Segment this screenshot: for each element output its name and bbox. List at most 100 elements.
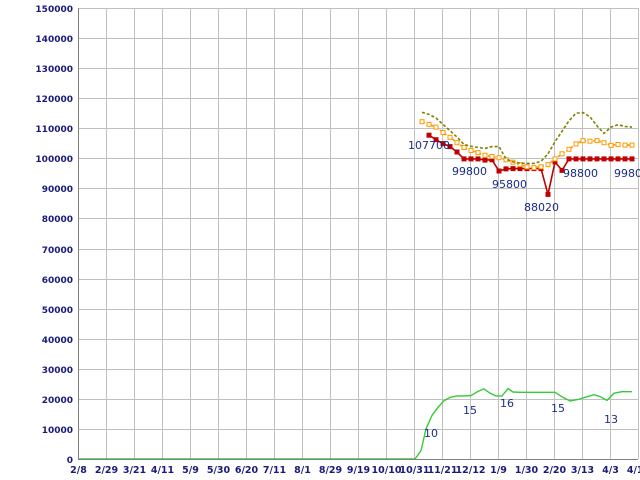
x-tick-label: 8/1	[294, 465, 311, 476]
data-label: 107700	[408, 139, 450, 152]
series-marker-price-main	[496, 168, 502, 174]
series-marker-price-main	[566, 156, 572, 162]
series-marker-price-upper	[580, 138, 586, 144]
data-label: 88020	[524, 201, 559, 214]
y-tick-label: 60000	[42, 276, 73, 286]
x-tick-label: 4/17	[627, 465, 640, 476]
series-marker-price-main	[433, 137, 439, 143]
series-marker-price-upper	[601, 140, 607, 146]
series-marker-price-main	[559, 167, 565, 173]
series-marker-price-upper	[461, 145, 467, 150]
data-point-labels: 1077009980095800880209880099800101516151…	[408, 139, 640, 440]
series-marker-price-upper	[482, 152, 488, 158]
series-marker-price-main	[587, 156, 593, 162]
series-marker-price-upper	[615, 142, 621, 147]
y-tick-label: 110000	[35, 125, 73, 135]
y-tick-label: 10000	[42, 426, 73, 436]
y-tick-label: 40000	[42, 336, 73, 346]
data-label: 95800	[492, 178, 527, 191]
x-tick-label: 2/20	[543, 465, 567, 476]
series-marker-price-upper	[608, 142, 614, 148]
series-marker-price-main	[461, 156, 467, 162]
data-label: 15	[463, 404, 477, 417]
y-tick-label: 50000	[42, 306, 73, 316]
series-marker-price-upper	[587, 138, 593, 144]
series-marker-price-upper	[426, 121, 432, 127]
x-tick-label: 2/8	[70, 465, 87, 476]
x-tick-label: 6/20	[235, 465, 259, 476]
series-marker-price-main	[601, 156, 607, 162]
x-tick-label: 4/3	[602, 465, 619, 476]
x-tick-label: 1/30	[515, 465, 539, 476]
series-marker-price-main	[482, 157, 488, 163]
series-marker-price-main	[608, 156, 614, 162]
y-tick-label: 30000	[42, 366, 73, 376]
series-marker-price-upper	[475, 150, 481, 156]
y-tick-label: 80000	[42, 215, 73, 225]
series-marker-price-main	[426, 132, 432, 138]
series-marker-price-main	[517, 166, 523, 172]
y-tick-label: 90000	[42, 185, 73, 195]
series-marker-price-upper	[629, 142, 635, 148]
series-marker-price-main	[580, 156, 586, 162]
series-marker-price-main	[475, 156, 481, 162]
x-tick-label: 8/29	[319, 465, 342, 476]
x-tick-label: 2/29	[95, 465, 118, 476]
x-tick-label: 12/12	[456, 465, 486, 476]
series-marker-price-main	[622, 156, 628, 162]
y-tick-label: 70000	[42, 246, 73, 256]
x-tick-label: 10/31	[400, 465, 430, 476]
series-marker-price-upper	[545, 162, 551, 168]
x-tick-label: 9/19	[347, 465, 370, 476]
y-tick-label: 140000	[35, 35, 73, 45]
x-tick-label: 5/30	[207, 465, 231, 476]
series-marker-price-upper	[566, 146, 572, 152]
series-marker-price-upper	[531, 165, 537, 171]
series-marker-price-main	[510, 166, 516, 172]
series-marker-price-upper	[496, 155, 502, 161]
series-marker-price-main	[468, 156, 474, 162]
series-marker-price-upper	[573, 141, 579, 147]
series-marker-price-main	[440, 141, 446, 147]
series-marker-price-upper	[594, 138, 600, 144]
x-tick-label: 1/9	[490, 465, 507, 476]
series-marker-price-upper	[489, 154, 495, 159]
y-tick-label: 20000	[42, 396, 73, 406]
series-marker-price-main	[629, 156, 635, 162]
series-marker-price-upper	[440, 130, 446, 135]
y-tick-label: 150000	[35, 5, 73, 15]
series-marker-price-main	[545, 191, 551, 197]
series-marker-price-upper	[468, 148, 474, 153]
series-marker-price-upper	[559, 151, 565, 157]
data-label: 13	[604, 413, 618, 426]
series-marker-price-upper	[447, 134, 453, 140]
y-tick-label: 0	[67, 456, 73, 466]
y-axis-tick-labels: 0 10000 20000 30000 40000 50000 60000 70000 8000…	[35, 5, 73, 466]
series-marker-price-upper	[538, 164, 544, 170]
series-marker-price-upper	[524, 164, 530, 170]
x-axis-tick-labels: 2/8 2/29 3/21 4/11 5/9 5/30 6/20 7/11 8/1 8/29 9/1…	[70, 465, 640, 476]
series-marker-price-upper	[622, 142, 628, 148]
y-tick-label: 100000	[35, 155, 73, 165]
series-marker-price-main	[447, 144, 453, 150]
grid-lines	[78, 8, 639, 460]
series-marker-price-upper	[552, 156, 558, 162]
series-marker-price-upper	[517, 162, 523, 168]
series-marker-price-upper	[433, 124, 439, 130]
y-tick-label: 130000	[35, 65, 73, 75]
series-line-price-outer	[421, 111, 633, 165]
data-series-layer	[78, 111, 635, 460]
axis-lines	[78, 8, 638, 460]
data-label: 98800	[563, 167, 598, 180]
series-marker-price-main	[615, 156, 621, 162]
x-tick-label: 3/13	[571, 465, 594, 476]
y-tick-label: 120000	[35, 95, 73, 105]
x-tick-label: 3/21	[123, 465, 146, 476]
data-label: 10	[424, 427, 438, 440]
series-marker-price-upper	[454, 140, 460, 146]
data-label: 99800	[452, 165, 487, 178]
x-tick-label: 10/10	[372, 465, 402, 476]
x-tick-label: 4/11	[151, 465, 174, 476]
